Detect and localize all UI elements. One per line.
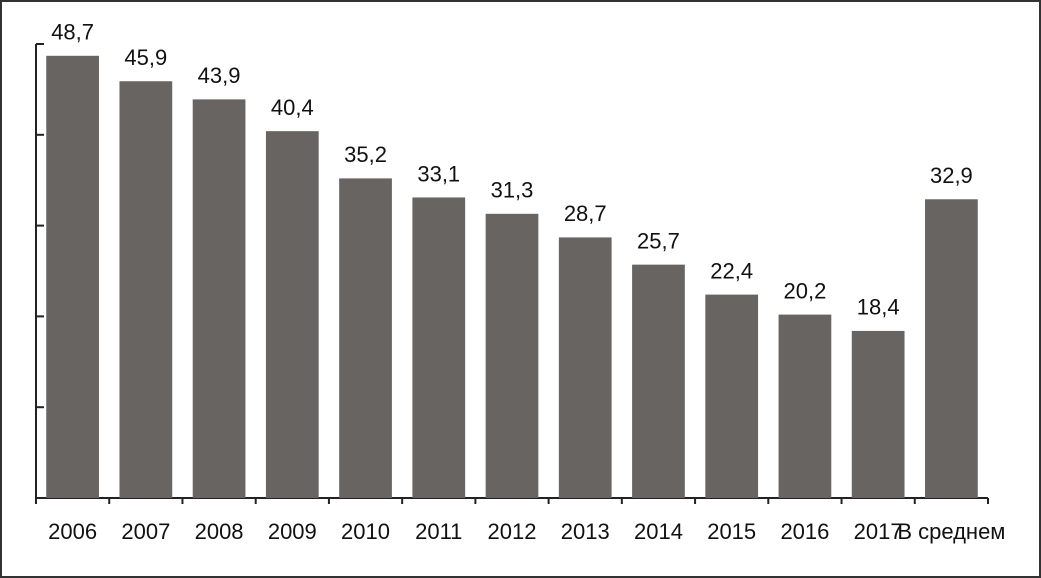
x-tick-label: 2016 [780,519,829,544]
bar [265,131,319,498]
value-label: 20,2 [784,278,827,303]
bar [339,178,392,498]
value-label: 43,9 [198,63,241,88]
x-tick-label: 2010 [341,519,390,544]
value-label: 22,4 [710,258,753,283]
value-label: 31,3 [491,178,534,203]
x-tick-label: 2012 [488,519,537,544]
value-label: 18,4 [857,295,900,320]
bar [192,99,246,498]
bar [485,213,539,498]
bar [558,237,612,499]
bar [119,81,173,498]
value-label: 33,1 [417,161,460,186]
bar [925,199,978,498]
value-label: 40,4 [271,95,314,120]
value-label: 48,7 [51,20,94,45]
x-tick-label: 2017 [854,519,903,544]
x-tick-label: 2011 [415,519,462,544]
value-label: 35,2 [344,142,387,167]
x-tick-label: 2007 [121,519,170,544]
value-label: 25,7 [637,228,680,253]
x-tick-label: 2015 [707,519,756,544]
value-label: 32,9 [930,163,973,188]
x-tick-label: 2006 [48,519,97,544]
x-tick-label: 2008 [195,519,244,544]
bar [705,294,759,498]
x-tick-label: 2014 [634,519,683,544]
x-tick-label: В среднем [897,519,1005,544]
x-tick-label: 2013 [561,519,610,544]
value-label: 45,9 [124,45,167,70]
x-tick-label: 2009 [268,519,317,544]
bar [632,264,685,498]
bar [412,197,466,498]
bar [851,330,905,498]
bar [778,314,832,498]
value-label: 28,7 [564,201,607,226]
bar [46,55,99,498]
